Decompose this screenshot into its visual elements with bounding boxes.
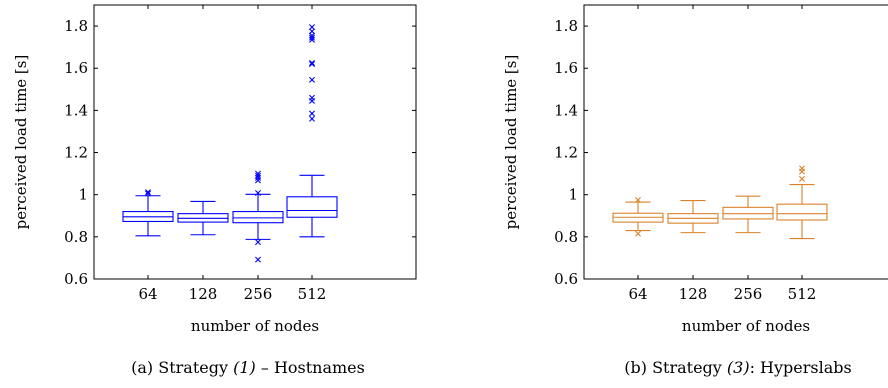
outlier-point <box>255 170 261 177</box>
outlier-point <box>309 115 315 122</box>
outlier-point <box>799 175 805 182</box>
x-tick-label: 64 <box>138 285 157 303</box>
x-tick-label: 256 <box>244 285 273 303</box>
y-tick-label: 1.8 <box>64 17 88 35</box>
caption-b-italic: (3) <box>727 358 750 377</box>
caption-a-suffix: – Hostnames <box>256 358 365 377</box>
y-tick-label: 1 <box>568 186 578 204</box>
caption-a: (a) Strategy (1) – Hostnames <box>131 358 365 377</box>
y-axis-a: 0.6 0.8 1 1.2 1.4 1.6 1.8 <box>64 17 416 288</box>
plot-frame-a <box>93 4 417 280</box>
outlier-point <box>255 239 261 246</box>
boxes-a <box>122 24 338 263</box>
y-axis-label-a: perceived load time [s] <box>12 55 30 230</box>
box-64 <box>122 189 174 237</box>
outlier-point <box>309 34 315 41</box>
outlier-point <box>309 59 315 66</box>
y-axis-b: 0.6 0.8 1 1.2 1.4 1.6 1.8 <box>554 17 588 288</box>
x-tick-label: 512 <box>788 285 817 303</box>
y-tick-label: 0.8 <box>64 228 88 246</box>
box-256 <box>232 170 284 263</box>
iqr-box <box>776 203 828 221</box>
outlier-point <box>309 94 315 101</box>
x-axis-label-a: number of nodes <box>191 317 319 335</box>
y-tick-label: 1.6 <box>554 59 578 77</box>
x-tick-label: 128 <box>189 285 218 303</box>
outlier-point <box>145 189 151 196</box>
chart-panel-b: 0.6 0.8 1 1.2 1.4 1.6 1.8 64 128 256 512 perceive… <box>502 4 888 377</box>
outlier-point <box>255 190 261 196</box>
boxes-b <box>612 165 828 240</box>
x-axis-b: 64 128 256 512 <box>628 5 816 303</box>
x-tick-label: 256 <box>734 285 763 303</box>
y-tick-label: 1.6 <box>64 59 88 77</box>
iqr-box <box>286 196 338 218</box>
caption-b-suffix: : Hyperslabs <box>750 358 852 377</box>
caption-b: (b) Strategy (3): Hyperslabs <box>624 358 851 377</box>
x-tick-label: 512 <box>298 285 327 303</box>
y-tick-label: 1.4 <box>64 101 88 119</box>
iqr-box <box>232 211 284 224</box>
outlier-point <box>255 256 261 263</box>
y-tick-label: 0.6 <box>64 270 88 288</box>
caption-b-prefix: (b) Strategy <box>624 358 727 377</box>
caption-a-italic: (1) <box>233 358 256 377</box>
y-tick-label: 1.2 <box>64 144 88 162</box>
plot-frame-b <box>583 4 888 280</box>
x-axis-label-b: number of nodes <box>682 317 810 335</box>
y-tick-label: 0.6 <box>554 270 578 288</box>
chart-panel-a: 0.6 0.8 1 1.2 1.4 1.6 1.8 64 128 256 512 perceive… <box>12 4 417 377</box>
outlier-point <box>309 61 315 68</box>
y-tick-label: 1.2 <box>554 144 578 162</box>
outlier-point <box>255 177 261 184</box>
outlier-point <box>635 230 641 237</box>
outlier-point <box>255 172 261 179</box>
box-128 <box>667 200 719 234</box>
outlier-point <box>145 190 151 197</box>
box-64 <box>612 196 664 237</box>
x-axis-a: 64 128 256 512 <box>138 5 326 303</box>
outlier-point <box>309 76 315 83</box>
y-tick-label: 1.8 <box>554 17 578 35</box>
y-tick-label: 1 <box>78 186 88 204</box>
box-256 <box>722 195 774 234</box>
box-512 <box>776 165 828 240</box>
x-tick-label: 64 <box>628 285 647 303</box>
y-axis-label-b: perceived load time [s] <box>502 55 520 230</box>
y-tick-label: 0.8 <box>554 228 578 246</box>
y-tick-label: 1.4 <box>554 101 578 119</box>
outlier-point <box>635 196 641 203</box>
outlier-point <box>309 24 315 31</box>
outlier-point <box>309 110 315 117</box>
outlier-point <box>799 165 805 172</box>
box-512 <box>286 24 338 238</box>
x-tick-label: 128 <box>679 285 708 303</box>
box-128 <box>177 200 229 236</box>
caption-a-prefix: (a) Strategy <box>131 358 233 377</box>
